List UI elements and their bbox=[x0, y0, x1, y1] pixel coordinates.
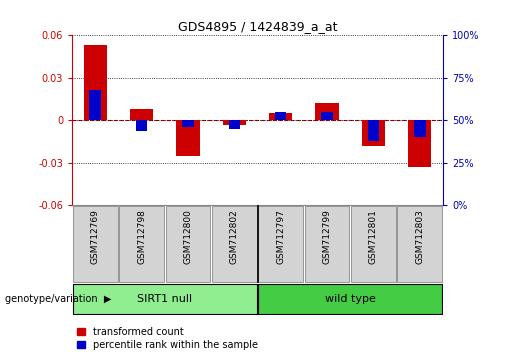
Text: GSM712802: GSM712802 bbox=[230, 209, 239, 264]
FancyBboxPatch shape bbox=[166, 206, 210, 282]
Text: wild type: wild type bbox=[325, 294, 375, 304]
Bar bbox=[222, 120, 246, 125]
Bar bbox=[176, 120, 199, 156]
Title: GDS4895 / 1424839_a_at: GDS4895 / 1424839_a_at bbox=[178, 20, 337, 33]
Bar bbox=[229, 120, 240, 129]
Bar bbox=[414, 120, 425, 137]
FancyBboxPatch shape bbox=[259, 284, 442, 314]
Legend: transformed count, percentile rank within the sample: transformed count, percentile rank withi… bbox=[77, 327, 258, 350]
Bar bbox=[362, 120, 385, 146]
Bar bbox=[315, 103, 338, 120]
Text: SIRT1 null: SIRT1 null bbox=[137, 294, 193, 304]
Bar bbox=[368, 120, 379, 141]
FancyBboxPatch shape bbox=[73, 206, 117, 282]
Bar bbox=[130, 109, 153, 120]
Text: GSM712769: GSM712769 bbox=[91, 209, 100, 264]
Text: GSM712797: GSM712797 bbox=[276, 209, 285, 264]
FancyBboxPatch shape bbox=[212, 206, 256, 282]
Bar bbox=[408, 120, 431, 167]
FancyBboxPatch shape bbox=[119, 206, 164, 282]
Text: GSM712799: GSM712799 bbox=[322, 209, 332, 264]
Bar bbox=[90, 90, 101, 120]
Text: GSM712798: GSM712798 bbox=[137, 209, 146, 264]
Bar bbox=[136, 120, 147, 131]
Bar bbox=[275, 112, 286, 120]
Bar bbox=[321, 112, 333, 120]
Text: GSM712800: GSM712800 bbox=[183, 209, 193, 264]
FancyBboxPatch shape bbox=[259, 206, 303, 282]
Text: genotype/variation  ▶: genotype/variation ▶ bbox=[5, 294, 112, 304]
FancyBboxPatch shape bbox=[351, 206, 396, 282]
Bar bbox=[269, 113, 293, 120]
FancyBboxPatch shape bbox=[398, 206, 442, 282]
FancyBboxPatch shape bbox=[305, 206, 349, 282]
FancyBboxPatch shape bbox=[73, 284, 256, 314]
Text: GSM712801: GSM712801 bbox=[369, 209, 378, 264]
Bar bbox=[182, 120, 194, 127]
Bar bbox=[84, 45, 107, 120]
Text: GSM712803: GSM712803 bbox=[415, 209, 424, 264]
